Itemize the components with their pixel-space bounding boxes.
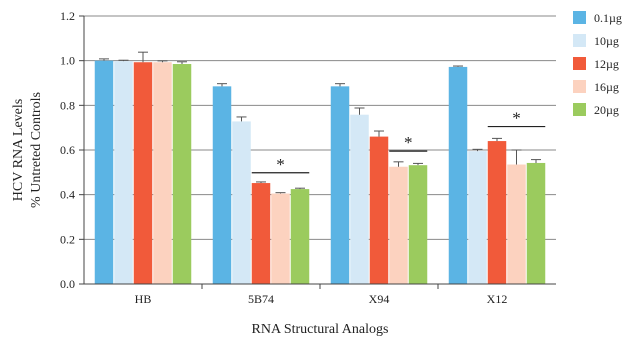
legend: 0.1µg 10µg 12µg 16µg 20µg xyxy=(573,11,622,117)
y-tick-label: 0.4 xyxy=(60,188,75,202)
bar xyxy=(94,60,114,284)
legend-swatch xyxy=(573,11,586,24)
y-axis-title-line-2: % Untreted Controls xyxy=(29,92,44,208)
bar xyxy=(114,61,133,284)
legend-label: 0.1µg xyxy=(594,11,622,25)
legend-label: 20µg xyxy=(594,103,619,117)
bar xyxy=(271,193,290,284)
bar xyxy=(133,62,153,285)
y-tick-label: 1.2 xyxy=(60,9,75,23)
bar xyxy=(526,162,546,284)
y-tick-label: 0.6 xyxy=(60,143,75,157)
bar xyxy=(507,164,526,284)
legend-label: 12µg xyxy=(594,57,619,71)
bar xyxy=(232,121,251,284)
bar xyxy=(369,136,389,284)
y-axis-title-line-1: HCV RNA Levels xyxy=(11,99,26,201)
y-tick-label: 0.0 xyxy=(60,277,75,291)
bar xyxy=(251,183,271,284)
bars xyxy=(94,60,546,285)
legend-swatch xyxy=(573,80,586,93)
x-axis-ticks: HB 5B74 X94 X12 xyxy=(135,284,508,306)
legend-label: 10µg xyxy=(594,34,619,48)
bar xyxy=(487,141,507,284)
legend-swatch xyxy=(573,103,586,116)
bar xyxy=(172,64,192,285)
bar xyxy=(212,86,232,284)
error-bars xyxy=(99,51,541,194)
bar xyxy=(389,166,408,284)
x-tick-label: HB xyxy=(135,292,152,306)
significance-star: * xyxy=(404,133,413,152)
bar xyxy=(408,165,428,284)
y-tick-label: 0.2 xyxy=(60,232,75,246)
bar xyxy=(350,114,369,284)
legend-label: 16µg xyxy=(594,80,619,94)
bar xyxy=(290,189,310,284)
bar xyxy=(330,86,350,284)
y-tick-label: 0.8 xyxy=(60,98,75,112)
x-tick-label: X12 xyxy=(487,292,508,306)
bar xyxy=(153,62,172,285)
y-tick-label: 1.0 xyxy=(60,54,75,68)
significance-annotations: * * * xyxy=(251,109,546,174)
x-tick-label: X94 xyxy=(369,292,390,306)
bar xyxy=(468,151,487,284)
bar xyxy=(448,66,468,284)
significance-star: * xyxy=(276,155,285,174)
significance-star: * xyxy=(512,109,521,128)
x-tick-label: 5B74 xyxy=(248,292,274,306)
x-axis-title: RNA Structural Analogs xyxy=(252,322,389,337)
legend-swatch xyxy=(573,57,586,70)
legend-swatch xyxy=(573,34,586,47)
y-axis-ticks: 0.0 0.2 0.4 0.6 0.8 1.0 1.2 xyxy=(60,9,84,291)
